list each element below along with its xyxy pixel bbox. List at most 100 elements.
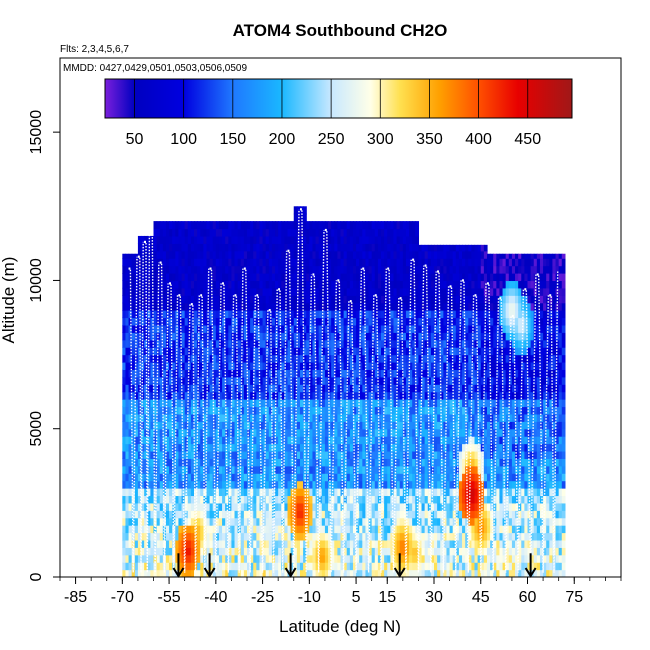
heatmap-cell bbox=[290, 310, 295, 319]
heatmap-cell bbox=[356, 317, 360, 326]
heatmap-cell bbox=[312, 347, 317, 356]
heatmap-cell bbox=[402, 413, 407, 422]
heatmap-cell bbox=[128, 369, 133, 378]
heatmap-cell bbox=[356, 502, 360, 511]
heatmap-cell bbox=[306, 369, 310, 378]
heatmap-cell bbox=[178, 436, 183, 445]
heatmap-cell bbox=[324, 221, 329, 230]
heatmap-cell bbox=[175, 554, 180, 563]
heatmap-cell bbox=[290, 436, 295, 445]
heatmap-cell bbox=[137, 243, 142, 252]
heatmap-cell bbox=[218, 443, 223, 452]
heatmap-cell bbox=[162, 399, 167, 408]
heatmap-cell bbox=[424, 310, 429, 319]
heatmap-cell bbox=[368, 361, 373, 370]
heatmap-cell bbox=[256, 562, 261, 571]
heatmap-cell bbox=[203, 317, 208, 326]
heatmap-cell bbox=[275, 235, 279, 244]
heatmap-cell bbox=[253, 221, 257, 230]
heatmap-cell bbox=[281, 332, 285, 341]
heatmap-cell bbox=[306, 406, 310, 415]
heatmap-cell bbox=[415, 250, 420, 259]
heatmap-cell bbox=[331, 347, 335, 356]
heatmap-cell bbox=[122, 399, 127, 408]
heatmap-cell bbox=[162, 473, 167, 482]
heatmap-cell bbox=[231, 265, 236, 274]
heatmap-cell bbox=[293, 517, 298, 526]
heatmap-cell bbox=[271, 376, 276, 385]
heatmap-cell bbox=[387, 517, 391, 526]
heatmap-cell bbox=[271, 361, 276, 370]
heatmap-cell bbox=[231, 347, 236, 356]
heatmap-cell bbox=[387, 465, 391, 474]
heatmap-cell bbox=[405, 488, 410, 497]
heatmap-cell bbox=[318, 502, 323, 511]
heatmap-cell bbox=[296, 428, 301, 437]
heatmap-cell bbox=[402, 480, 407, 489]
heatmap-cell bbox=[159, 243, 164, 252]
heatmap-cell bbox=[181, 324, 186, 333]
heatmap-cell bbox=[343, 369, 348, 378]
heatmap-cell bbox=[424, 332, 429, 341]
heatmap-cell bbox=[340, 525, 345, 534]
heatmap-cell bbox=[362, 317, 367, 326]
heatmap-cell bbox=[299, 547, 304, 556]
heatmap-cell bbox=[134, 510, 139, 519]
heatmap-cell bbox=[334, 339, 338, 348]
heatmap-cell bbox=[293, 221, 298, 230]
heatmap-cell bbox=[144, 510, 148, 519]
heatmap-cell bbox=[281, 243, 285, 252]
heatmap-cell bbox=[368, 562, 373, 571]
heatmap-cell bbox=[287, 458, 292, 467]
heatmap-cell bbox=[390, 369, 395, 378]
heatmap-cell bbox=[434, 465, 438, 474]
heatmap-cell bbox=[321, 569, 326, 577]
heatmap-cell bbox=[153, 436, 158, 445]
heatmap-cell bbox=[194, 465, 198, 474]
heatmap-cell bbox=[349, 354, 354, 363]
heatmap-cell bbox=[334, 502, 338, 511]
heatmap-cell bbox=[225, 258, 229, 267]
heatmap-cell bbox=[318, 361, 323, 370]
heatmap-cell bbox=[150, 562, 155, 571]
heatmap-cell bbox=[162, 384, 167, 393]
heatmap-cell bbox=[222, 391, 226, 400]
heatmap-cell bbox=[268, 399, 273, 408]
heatmap-cell bbox=[446, 443, 451, 452]
heatmap-cell bbox=[181, 235, 186, 244]
heatmap-cell bbox=[128, 421, 133, 430]
heatmap-cell bbox=[446, 273, 451, 282]
heatmap-cell bbox=[396, 547, 401, 556]
heatmap-cell bbox=[309, 473, 314, 482]
heatmap-cell bbox=[144, 310, 148, 319]
heatmap-cell bbox=[334, 273, 338, 282]
heatmap-cell bbox=[374, 265, 379, 274]
heatmap-cell bbox=[181, 525, 186, 534]
heatmap-cell bbox=[156, 235, 161, 244]
heatmap-cell bbox=[318, 317, 323, 326]
heatmap-cell bbox=[278, 243, 282, 252]
heatmap-cell bbox=[259, 228, 264, 237]
heatmap-cell bbox=[225, 465, 229, 474]
heatmap-cell bbox=[169, 376, 173, 385]
heatmap-cell bbox=[299, 569, 304, 577]
heatmap-cell bbox=[200, 413, 204, 422]
heatmap-cell bbox=[368, 273, 373, 282]
heatmap-cell bbox=[340, 413, 345, 422]
heatmap-cell bbox=[359, 406, 363, 415]
heatmap-cell bbox=[184, 361, 189, 370]
heatmap-cell bbox=[393, 310, 398, 319]
heatmap-cell bbox=[222, 495, 226, 504]
heatmap-cell bbox=[228, 324, 233, 333]
heatmap-cell bbox=[175, 235, 180, 244]
heatmap-cell bbox=[215, 473, 220, 482]
heatmap-cell bbox=[349, 406, 354, 415]
heatmap-cell bbox=[203, 332, 208, 341]
heatmap-cell bbox=[150, 569, 155, 577]
heatmap-cell bbox=[215, 421, 220, 430]
heatmap-cell bbox=[337, 421, 342, 430]
heatmap-cell bbox=[340, 339, 345, 348]
heatmap-cell bbox=[365, 250, 370, 259]
heatmap-cell bbox=[234, 480, 239, 489]
heatmap-cell bbox=[405, 406, 410, 415]
